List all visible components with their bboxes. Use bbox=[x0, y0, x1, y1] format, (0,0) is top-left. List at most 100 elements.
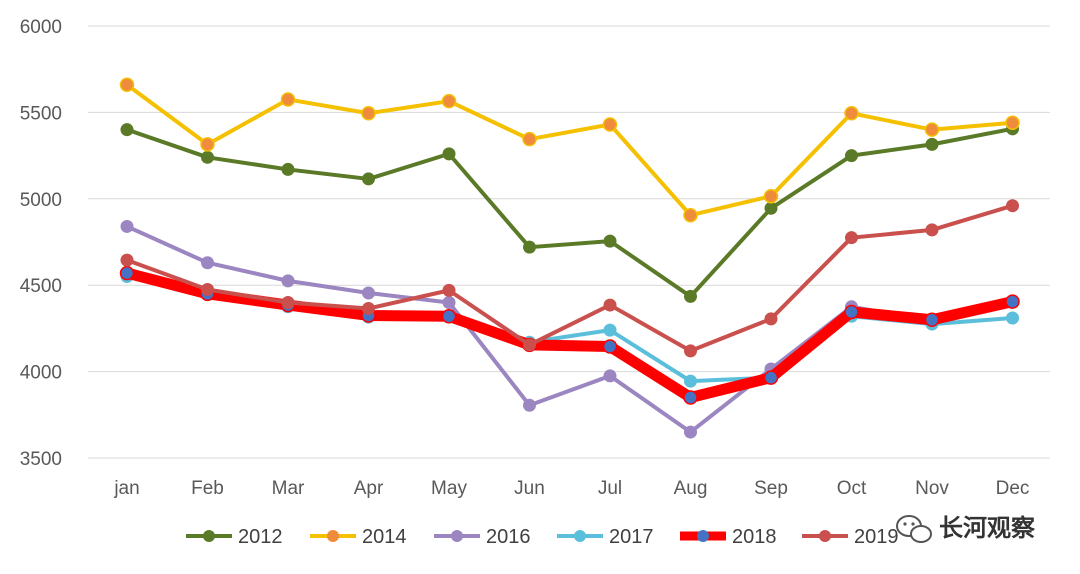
data-point bbox=[120, 253, 134, 267]
data-point bbox=[684, 289, 697, 303]
series-line bbox=[125, 126, 1015, 299]
data-point bbox=[683, 207, 698, 223]
data-point bbox=[281, 162, 295, 176]
data-point bbox=[763, 370, 779, 385]
legend: 2012 2014 2016 2017 2018 2019 bbox=[186, 526, 899, 548]
data-point bbox=[924, 312, 940, 328]
gridlines bbox=[88, 25, 1050, 459]
x-tick-label: Oct bbox=[837, 478, 867, 499]
y-tick-label: 4500 bbox=[20, 276, 62, 297]
legend-item-2014: 2014 bbox=[310, 526, 407, 548]
legend-label: 2017 bbox=[609, 526, 654, 548]
series-2012 bbox=[120, 122, 1019, 303]
data-point bbox=[603, 369, 617, 383]
data-point bbox=[763, 188, 779, 204]
data-point bbox=[201, 150, 214, 164]
data-point bbox=[1005, 294, 1020, 309]
data-point bbox=[441, 309, 457, 324]
y-axis-tick-labels: 3500 4000 4500 5000 5500 6000 bbox=[20, 17, 62, 470]
data-point bbox=[281, 295, 295, 309]
data-point bbox=[845, 231, 858, 245]
data-point bbox=[1006, 311, 1019, 325]
legend-item-2016: 2016 bbox=[434, 526, 531, 548]
data-point bbox=[602, 117, 618, 132]
series-2019 bbox=[120, 199, 1019, 358]
watermark-text: 长河观察 bbox=[939, 514, 1036, 542]
y-tick-label: 6000 bbox=[20, 17, 62, 38]
x-tick-label: Apr bbox=[354, 478, 384, 499]
y-tick-label: 4000 bbox=[20, 363, 62, 384]
series-2014 bbox=[119, 77, 1020, 223]
legend-swatch-marker bbox=[327, 530, 339, 542]
data-point bbox=[120, 123, 134, 137]
watermark: 长河观察 bbox=[896, 514, 1036, 543]
data-point bbox=[1005, 115, 1020, 131]
data-point bbox=[522, 131, 537, 147]
data-point bbox=[201, 256, 214, 270]
data-point bbox=[362, 302, 375, 316]
data-point bbox=[764, 201, 778, 215]
data-point bbox=[280, 92, 296, 107]
x-tick-label: jan bbox=[113, 478, 139, 499]
series-line bbox=[125, 274, 1015, 384]
x-tick-label: Dec bbox=[996, 478, 1030, 499]
data-point bbox=[924, 122, 940, 137]
data-point bbox=[442, 283, 456, 297]
data-point bbox=[845, 149, 858, 163]
data-point bbox=[684, 344, 697, 358]
data-point bbox=[201, 283, 214, 297]
legend-label: 2019 bbox=[854, 526, 899, 548]
series-line bbox=[125, 224, 1015, 435]
x-tick-label: Aug bbox=[674, 478, 708, 499]
wechat-icon bbox=[896, 515, 932, 543]
legend-label: 2014 bbox=[362, 526, 407, 548]
series-layer bbox=[119, 77, 1020, 439]
legend-label: 2018 bbox=[732, 526, 777, 548]
data-point bbox=[441, 93, 457, 109]
data-point bbox=[281, 274, 295, 288]
data-point bbox=[120, 219, 134, 233]
x-tick-label: Jun bbox=[514, 478, 545, 499]
data-point bbox=[442, 295, 456, 309]
legend-swatch-marker bbox=[451, 530, 463, 542]
legend-item-2017: 2017 bbox=[557, 526, 654, 548]
legend-label: 2016 bbox=[486, 526, 531, 548]
y-tick-label: 5000 bbox=[20, 190, 62, 211]
data-point bbox=[684, 425, 697, 439]
x-tick-label: May bbox=[431, 478, 467, 499]
x-tick-label: Nov bbox=[915, 478, 949, 499]
legend-swatch-marker bbox=[203, 530, 215, 542]
data-point bbox=[119, 265, 135, 281]
legend-item-2019: 2019 bbox=[802, 526, 899, 548]
data-point bbox=[603, 234, 617, 248]
data-point bbox=[925, 223, 939, 237]
x-tick-label: Jul bbox=[598, 478, 622, 499]
legend-label: 2012 bbox=[238, 526, 283, 548]
data-point bbox=[523, 240, 536, 254]
data-point bbox=[844, 304, 859, 320]
data-point bbox=[684, 374, 697, 388]
data-point bbox=[844, 106, 859, 121]
y-tick-label: 5500 bbox=[20, 103, 62, 124]
x-tick-label: Sep bbox=[754, 478, 788, 499]
legend-swatch-marker bbox=[697, 530, 709, 542]
data-point bbox=[362, 172, 375, 186]
x-tick-label: Mar bbox=[272, 478, 305, 499]
data-point bbox=[119, 77, 135, 93]
data-point bbox=[602, 339, 618, 354]
data-point bbox=[603, 323, 617, 337]
series-line bbox=[125, 82, 1015, 218]
data-point bbox=[523, 398, 536, 412]
series-2016 bbox=[120, 219, 1019, 439]
series-2017 bbox=[120, 270, 1019, 388]
data-point bbox=[361, 106, 376, 121]
data-point bbox=[603, 298, 617, 312]
data-point bbox=[523, 338, 536, 352]
data-point bbox=[362, 286, 375, 300]
data-point bbox=[1006, 199, 1019, 213]
series-line bbox=[121, 267, 1018, 404]
y-tick-label: 3500 bbox=[20, 449, 62, 470]
data-point bbox=[683, 390, 698, 405]
legend-swatch-marker bbox=[819, 530, 831, 542]
